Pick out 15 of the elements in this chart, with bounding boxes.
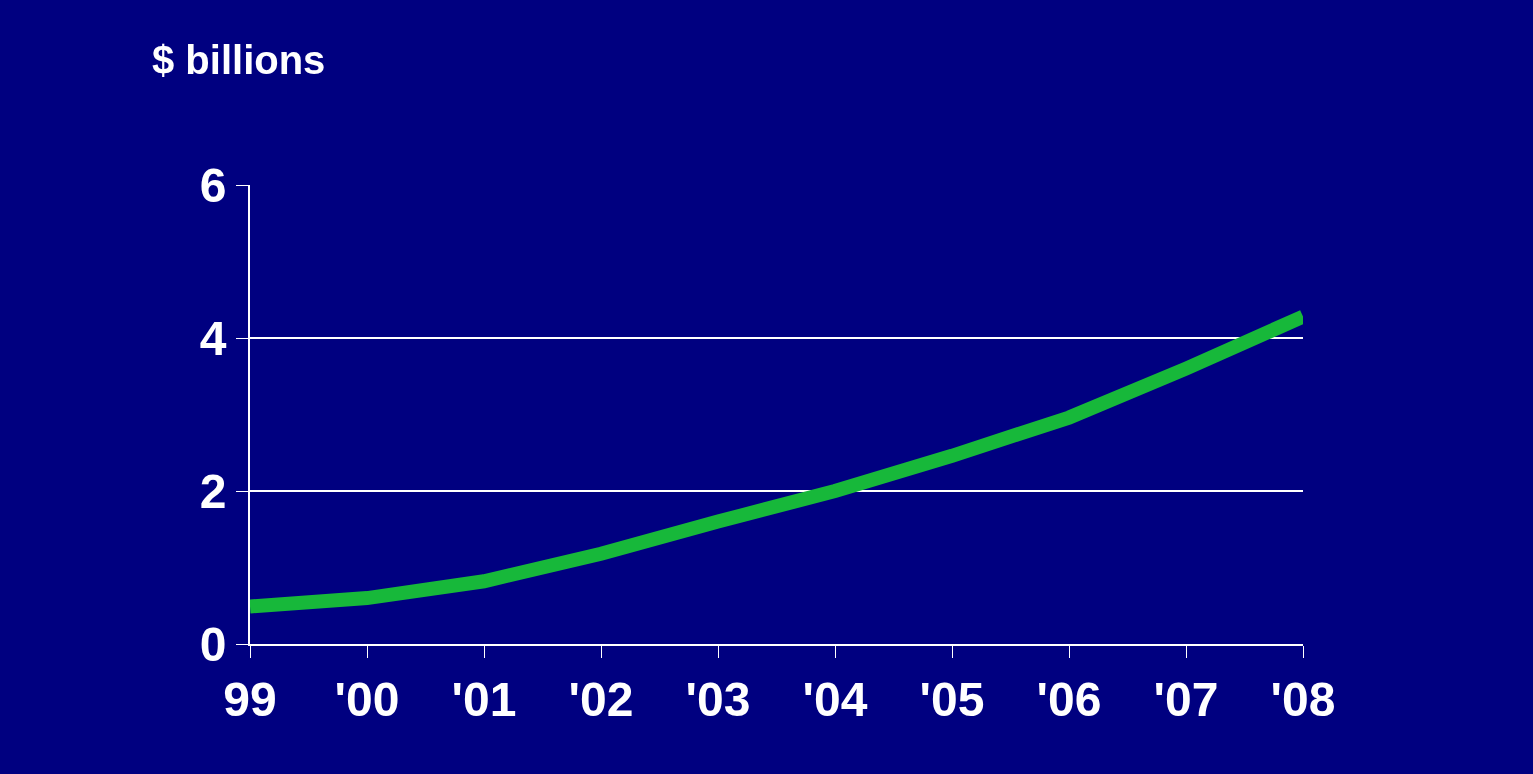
y-tick-label: 0 [199,617,227,671]
x-tick-label: '04 [802,672,868,726]
y-axis-title: $ billions [152,38,326,82]
y-tick-label: 2 [199,464,227,518]
x-tick-label: '02 [568,672,634,726]
x-tick-label: '05 [919,672,985,726]
x-tick-label: '07 [1153,672,1219,726]
x-tick-label: 99 [223,672,277,726]
x-tick-label: '03 [685,672,751,726]
x-tick-label: '00 [334,672,400,726]
y-tick-label: 4 [199,311,227,365]
y-tick-label: 6 [199,158,227,212]
x-tick-label: '06 [1036,672,1102,726]
x-tick-label: '01 [451,672,517,726]
x-tick-label: '08 [1270,672,1336,726]
